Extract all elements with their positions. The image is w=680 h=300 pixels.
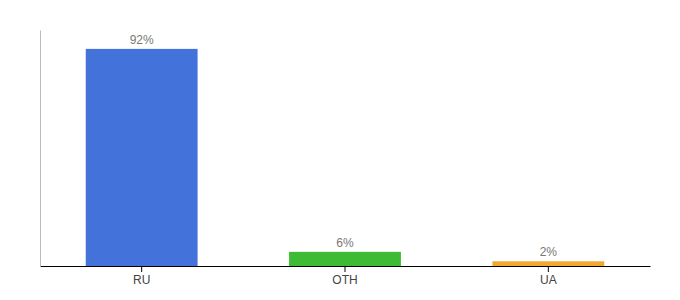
bar (86, 49, 198, 266)
data-label: 92% (130, 33, 154, 47)
x-tick-label: RU (133, 273, 150, 287)
x-axis: RU OTH UA (41, 266, 651, 287)
x-tick: OTH (332, 266, 357, 287)
x-tick: UA (540, 266, 557, 287)
y-axis-line (40, 31, 41, 267)
x-tick-mark (345, 266, 346, 272)
x-tick: RU (133, 266, 150, 287)
chart: RU OTH UA 92% 6% 2% (0, 0, 680, 300)
x-tick-mark (548, 266, 549, 272)
data-labels: 92% 6% 2% (130, 33, 558, 259)
data-label: 6% (336, 236, 354, 250)
bar (289, 252, 401, 266)
x-tick-label: UA (540, 273, 557, 287)
plot: RU OTH UA 92% 6% 2% (41, 31, 651, 287)
bar (492, 261, 604, 266)
x-tick-label: OTH (332, 273, 357, 287)
y-axis (40, 31, 41, 267)
x-tick-mark (141, 266, 142, 272)
data-label: 2% (540, 245, 558, 259)
bars (86, 49, 605, 266)
